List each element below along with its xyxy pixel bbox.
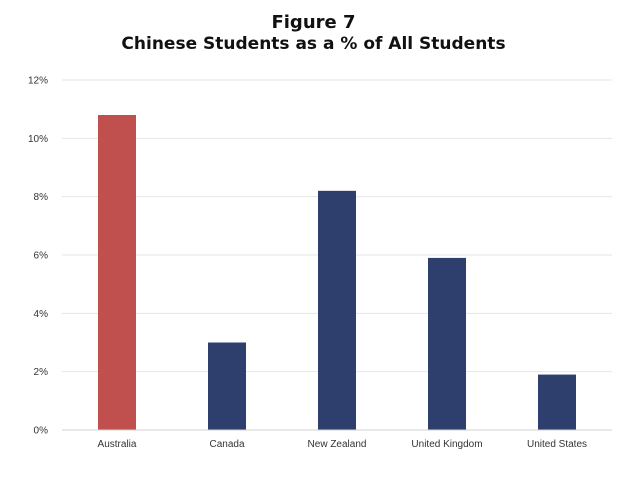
chart-titles: Figure 7 Chinese Students as a % of All … (0, 12, 627, 54)
bar-australia (98, 115, 136, 430)
chart-title: Figure 7 (271, 12, 356, 33)
bar-united-states (538, 374, 576, 430)
y-tick-label-1: 2% (34, 367, 49, 378)
y-tick-label-5: 10% (28, 134, 48, 145)
bar-canada (208, 342, 246, 430)
x-tick-label-2: New Zealand (308, 439, 367, 450)
y-tick-label-3: 6% (34, 251, 49, 262)
chart-subtitle: Chinese Students as a % of All Students (121, 33, 506, 54)
x-tick-label-1: Canada (209, 439, 244, 450)
y-tick-label-2: 4% (34, 309, 49, 320)
bar-new-zealand (318, 190, 356, 430)
x-tick-label-3: United Kingdom (411, 439, 482, 450)
bars (98, 115, 576, 430)
y-tick-label-4: 8% (34, 192, 49, 203)
bar-united-kingdom (428, 257, 466, 430)
tick-labels: 0% 2% 4% 6% 8% 10% 12% Australia Canada New Zeala… (28, 76, 587, 451)
x-tick-label-0: Australia (98, 439, 137, 450)
x-tick-label-4: United States (527, 439, 587, 450)
y-tick-label-6: 12% (28, 76, 48, 87)
y-tick-label-0: 0% (34, 426, 49, 437)
